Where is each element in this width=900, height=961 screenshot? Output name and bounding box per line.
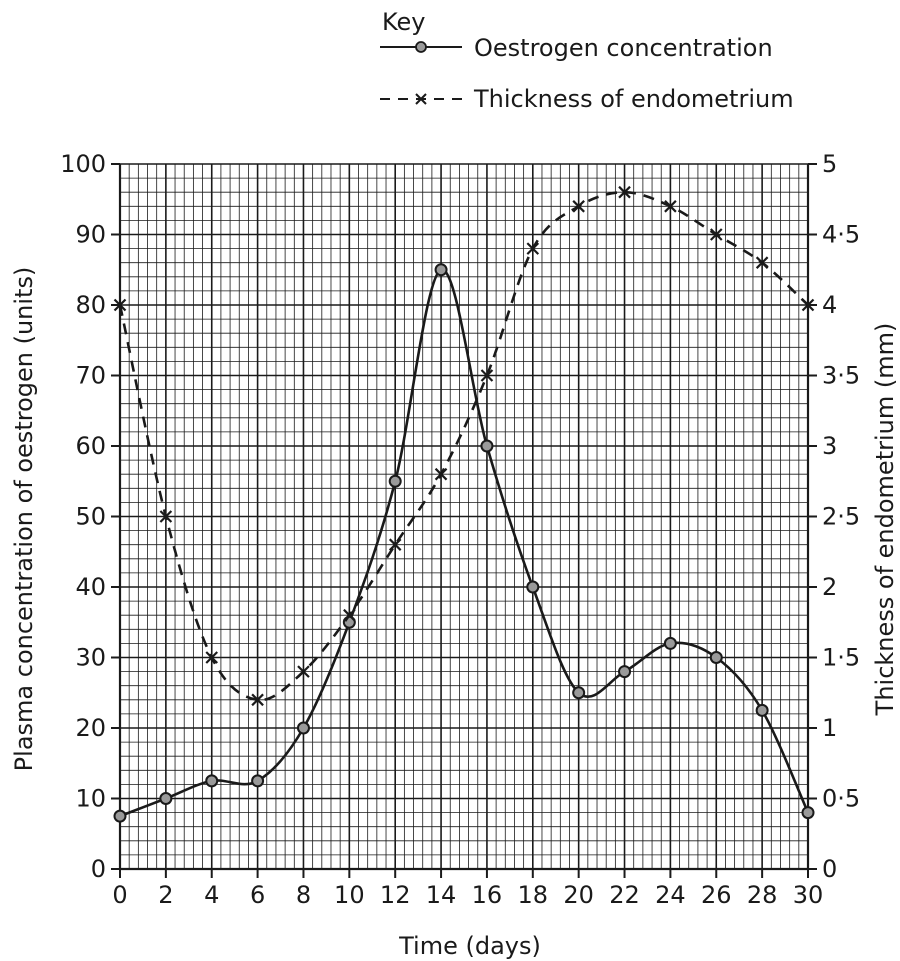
y-right-tick-label: 0·5	[822, 785, 860, 813]
oestrogen-point	[801, 806, 815, 820]
y-left-tick-label: 80	[75, 291, 106, 319]
endometrium-point	[572, 200, 585, 213]
x-tick-label: 18	[518, 881, 549, 909]
x-tick-label: 28	[747, 881, 778, 909]
series-oestrogen	[113, 263, 815, 823]
y-left-tick-label: 0	[91, 855, 106, 883]
grid	[119, 163, 809, 870]
y-axis-right-label: Thickness of endometrium (mm)	[871, 323, 899, 717]
oestrogen-point	[251, 774, 265, 788]
y-right-tick-label: 3	[822, 432, 837, 460]
series-layer	[113, 185, 815, 823]
legend-title: Key	[382, 8, 426, 36]
series-oestrogen-line	[119, 268, 810, 818]
endometrium-point	[205, 651, 219, 664]
y-right-tick-label: 4·5	[822, 221, 860, 249]
legend: Key Oestrogen concentration Thickness of…	[380, 8, 794, 113]
legend-endometrium-marker	[415, 93, 427, 105]
x-tick-label: 22	[609, 881, 640, 909]
x-axis-label: Time (days)	[398, 932, 541, 960]
legend-oestrogen-label: Oestrogen concentration	[474, 34, 773, 62]
x-tick-label: 2	[158, 881, 173, 909]
endometrium-point	[251, 693, 264, 707]
ticks: 0 2 4 6 8 10 12 14 16 18 20 22 24 26 28 300102030405060…	[60, 150, 860, 909]
y-right-tick-label: 5	[822, 150, 837, 178]
oestrogen-point	[296, 721, 310, 735]
oestrogen-point	[388, 474, 402, 488]
endometrium-point	[434, 467, 448, 481]
endometrium-point	[113, 298, 127, 312]
y-axis-left-label: Plasma concentration of oestrogen (units…	[10, 267, 38, 772]
y-left-tick-label: 50	[75, 503, 106, 531]
oestrogen-point	[755, 703, 769, 717]
endometrium-point	[801, 298, 815, 312]
x-tick-label: 6	[250, 881, 265, 909]
y-left-tick-label: 30	[75, 644, 106, 672]
x-tick-label: 26	[701, 881, 732, 909]
y-right-tick-label: 3·5	[822, 362, 860, 390]
y-right-tick-label: 1	[822, 714, 837, 742]
x-tick-label: 14	[426, 881, 457, 909]
y-right-tick-label: 2·5	[822, 503, 860, 531]
oestrogen-point	[113, 809, 127, 823]
oestrogen-point	[572, 686, 586, 700]
y-left-tick-label: 40	[75, 573, 106, 601]
endometrium-point	[755, 256, 769, 269]
oestrogen-point	[663, 636, 677, 650]
y-left-tick-label: 20	[75, 714, 106, 742]
x-tick-label: 4	[204, 881, 219, 909]
x-tick-label: 0	[112, 881, 127, 909]
x-tick-label: 16	[472, 881, 503, 909]
y-left-tick-label: 100	[60, 150, 106, 178]
oestrogen-point	[205, 774, 219, 788]
oestrogen-point	[526, 580, 540, 594]
x-tick-label: 8	[296, 881, 311, 909]
x-tick-label: 30	[793, 881, 824, 909]
y-left-tick-label: 10	[75, 785, 106, 813]
endometrium-point	[159, 510, 173, 523]
y-right-tick-label: 2	[822, 573, 837, 601]
x-tick-label: 20	[563, 881, 594, 909]
oestrogen-point	[480, 439, 494, 453]
oestrogen-point	[434, 263, 448, 277]
endometrium-point	[709, 228, 723, 241]
endometrium-point	[664, 200, 677, 213]
endometrium-point	[343, 608, 356, 622]
endometrium-point	[388, 538, 402, 551]
endometrium-point	[480, 369, 494, 382]
series-endometrium	[113, 185, 815, 707]
endometrium-point	[526, 242, 540, 255]
y-right-tick-label: 4	[822, 291, 837, 319]
endometrium-point	[297, 665, 310, 678]
x-tick-label: 12	[380, 881, 411, 909]
oestrogen-point	[159, 792, 173, 805]
y-right-tick-label: 0	[822, 855, 837, 883]
legend-endometrium-label: Thickness of endometrium	[473, 85, 794, 113]
y-left-tick-label: 60	[75, 432, 106, 460]
oestrogen-point	[618, 665, 632, 679]
oestrogen-point	[709, 651, 723, 664]
legend-oestrogen-marker	[415, 41, 427, 53]
y-left-tick-label: 90	[75, 221, 106, 249]
x-tick-label: 24	[655, 881, 686, 909]
endometrium-point	[618, 185, 631, 199]
y-left-tick-label: 70	[75, 362, 106, 390]
y-right-tick-label: 1·5	[822, 644, 860, 672]
x-tick-label: 10	[334, 881, 365, 909]
